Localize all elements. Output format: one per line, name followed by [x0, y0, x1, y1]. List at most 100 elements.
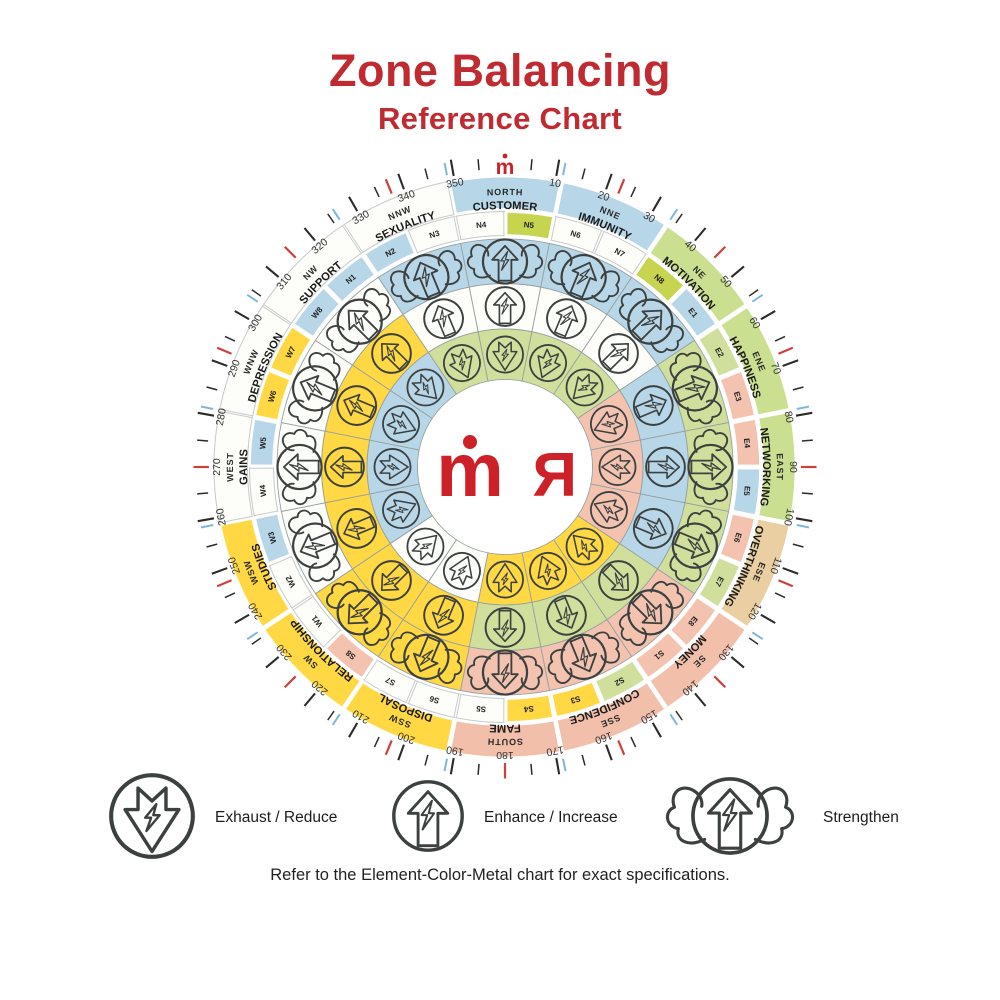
- zone-band: [647, 224, 748, 325]
- strengthen-icon: [669, 509, 722, 582]
- sector-code-label: E4: [742, 438, 752, 449]
- tick-mark: [197, 439, 209, 442]
- tick-mark: [224, 335, 236, 342]
- tick-mark: [384, 178, 393, 194]
- tick-mark: [748, 637, 759, 645]
- sector-cell-w8: [291, 285, 342, 339]
- strengthen-icon: [390, 250, 463, 303]
- degree-number: 290: [226, 358, 243, 379]
- sector-cell-e3: [718, 369, 757, 423]
- degree-tick-ring: [193, 159, 817, 779]
- tick-mark: [303, 692, 316, 707]
- tick-mark: [694, 227, 707, 242]
- sector-cell-s6: [407, 680, 460, 718]
- tick-mark: [206, 386, 218, 391]
- degree-number: 90: [787, 461, 799, 473]
- tick-mark: [348, 196, 359, 212]
- tick-mark: [751, 293, 764, 303]
- tick-mark: [669, 713, 679, 726]
- tick-mark: [555, 757, 561, 775]
- tick-mark: [617, 178, 626, 194]
- enhance-icon: [546, 298, 587, 340]
- brand-mark-dot: [502, 153, 508, 159]
- zone-name-label: CUSTOMER: [472, 200, 538, 214]
- middle-ring-cell: [468, 283, 542, 333]
- middle-ring-cell: [639, 430, 689, 504]
- exhaust-icon: [589, 404, 628, 443]
- tick-mark: [778, 579, 794, 588]
- legend-icon-svg: [666, 776, 794, 855]
- degree-number: 10: [548, 176, 562, 190]
- strengthen-icon: [547, 631, 620, 684]
- exhaust-icon: [406, 527, 445, 566]
- tick-mark: [796, 524, 810, 529]
- tick-mark: [397, 173, 405, 190]
- degree-number: 280: [214, 407, 229, 426]
- zone-band: [554, 680, 668, 754]
- degree-number: 340: [396, 188, 417, 205]
- sector-cell-e4: [730, 417, 762, 468]
- sector-cell-n3: [407, 216, 460, 254]
- zone-band: [554, 180, 668, 254]
- tick-mark: [694, 692, 707, 707]
- sector-code-label: N2: [384, 246, 398, 259]
- zone-band: [213, 410, 253, 524]
- enhance-icon: [371, 560, 412, 601]
- tick-mark: [782, 359, 799, 367]
- enhance-icon: [484, 607, 526, 648]
- enhance-icon: [336, 508, 378, 549]
- title-block: Zone Balancing Reference Chart: [0, 46, 1000, 136]
- sector-cell-w5: [248, 417, 280, 468]
- tick-mark: [713, 675, 727, 689]
- zone-band: [647, 609, 748, 710]
- tick-mark: [792, 386, 804, 391]
- tick-mark: [795, 411, 813, 417]
- zone-band: [718, 304, 792, 418]
- legend-label: Enhance / Increase: [484, 809, 618, 826]
- enhance-icon: [598, 333, 639, 374]
- strengthen-icon: [687, 428, 734, 506]
- tick-mark: [443, 162, 448, 176]
- exhaust-icon: [382, 491, 421, 530]
- sector-cell-n2: [362, 230, 417, 276]
- exhaust-icon: [598, 448, 637, 486]
- tick-mark: [605, 744, 613, 761]
- center-disc: [418, 380, 592, 554]
- tick-mark: [283, 675, 297, 689]
- tick-mark: [443, 758, 448, 772]
- tick-mark: [713, 245, 727, 259]
- legend-item-enhance: Enhance / Increase: [382, 768, 618, 868]
- sector-code-label: E6: [732, 532, 744, 545]
- tick-mark: [373, 186, 380, 198]
- tick-mark: [449, 159, 455, 177]
- tick-mark: [331, 208, 341, 221]
- strengthen-icon: [466, 649, 544, 696]
- tick-mark: [251, 289, 262, 297]
- tick-mark: [562, 162, 567, 176]
- degree-number: 100: [781, 507, 796, 526]
- tick-mark: [617, 740, 626, 756]
- zone-band: [342, 680, 456, 754]
- tick-mark: [246, 293, 259, 303]
- tick-mark: [530, 763, 533, 775]
- sector-code-label: S4: [523, 704, 534, 714]
- degree-number: 260: [214, 507, 229, 526]
- sector-cell-s3: [549, 680, 603, 719]
- exhaust-icon: [109, 772, 195, 859]
- strengthen-icon: [547, 250, 620, 303]
- middle-ring-cell: [468, 601, 542, 651]
- strengthen-icon: [648, 766, 813, 871]
- enhance-icon: [598, 560, 639, 601]
- zone-band: [343, 181, 455, 253]
- exhaust-icon: [373, 448, 412, 486]
- sector-code-label: E5: [742, 486, 752, 497]
- tick-mark: [449, 757, 455, 775]
- degree-number: 110: [767, 556, 784, 576]
- zone-band: [262, 609, 363, 710]
- sector-cell-w6: [253, 369, 292, 423]
- sector-code-label: N3: [428, 229, 441, 241]
